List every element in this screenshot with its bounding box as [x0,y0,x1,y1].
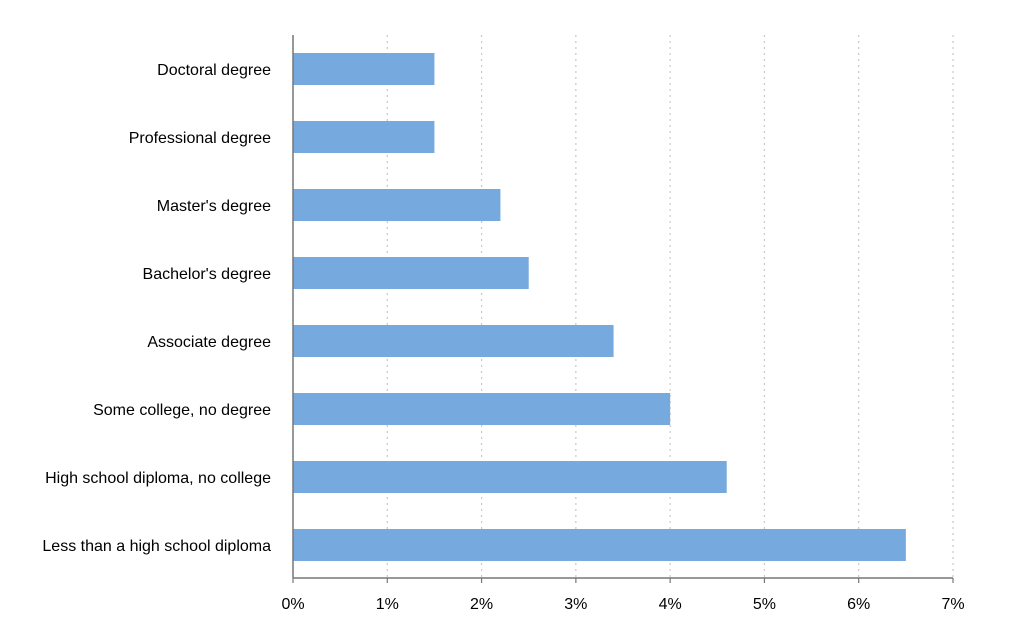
x-tick-label-2: 2% [470,596,493,613]
category-label-4: Associate degree [147,334,271,351]
x-tick-label-5: 5% [753,596,776,613]
x-tick-label-1: 1% [376,596,399,613]
x-tick-label-4: 4% [659,596,682,613]
category-label-0: Doctoral degree [157,62,271,79]
category-label-3: Bachelor's degree [143,266,272,283]
category-label-5: Some college, no degree [93,402,271,419]
x-tick-label-6: 6% [847,596,870,613]
bar-0 [293,53,435,85]
x-tick-label-7: 7% [941,596,964,613]
bar-3 [293,257,529,289]
category-label-7: Less than a high school diploma [42,538,271,555]
category-labels: Doctoral degree Professional degree Master… [42,62,271,555]
bar-5 [293,393,671,425]
category-label-1: Professional degree [129,130,271,147]
bar-4 [293,325,614,357]
bars [293,53,906,561]
bar-7 [293,529,906,561]
bar-1 [293,121,435,153]
x-tick-label-0: 0% [281,596,304,613]
bar-6 [293,461,727,493]
axes [292,35,954,583]
category-label-2: Master's degree [157,198,271,215]
x-tick-labels: 0% 1% 2% 3% 4% 5% 6% 7% [281,596,964,613]
x-tick-label-3: 3% [564,596,587,613]
grid-lines [386,35,954,578]
bar-2 [293,189,501,221]
category-label-6: High school diploma, no college [45,470,271,487]
